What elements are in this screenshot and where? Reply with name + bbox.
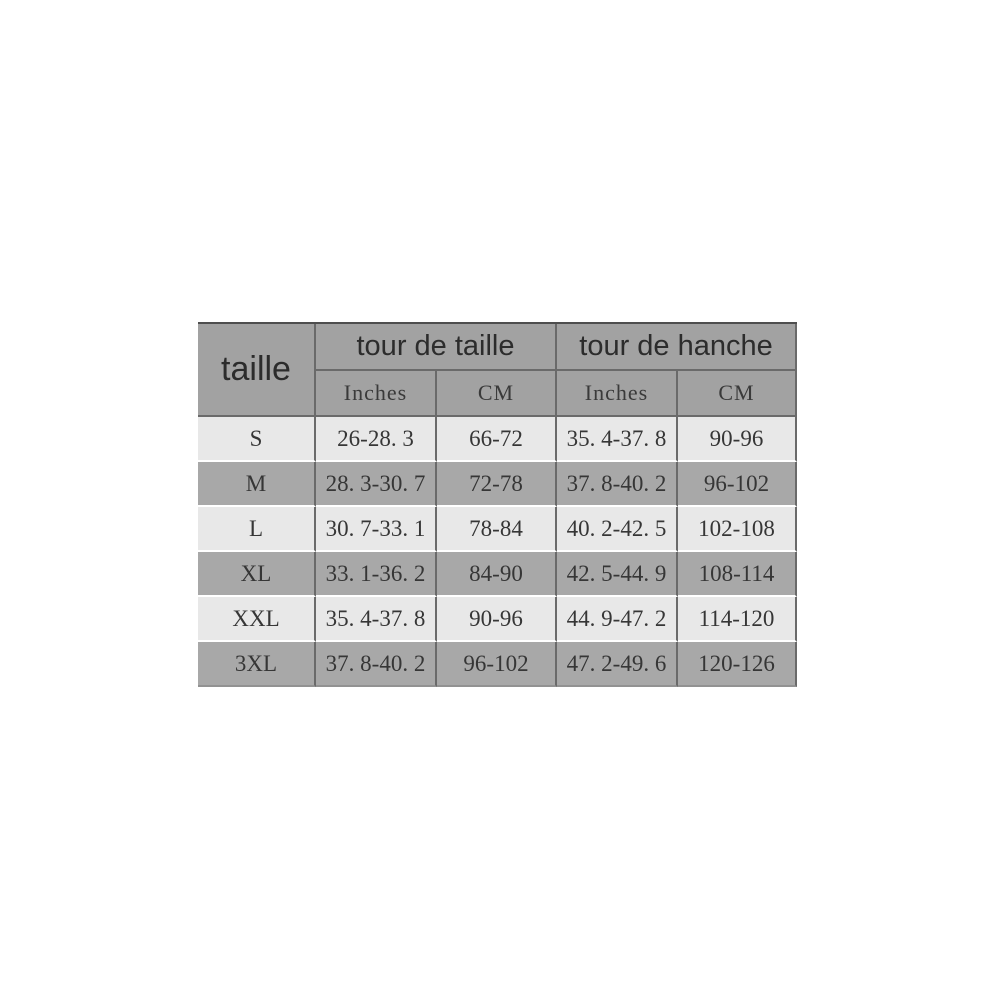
size-chart-table: taille tour de taille tour de hanche Inc… (198, 322, 798, 687)
waist-inches-value: 37. 8-40. 2 (316, 642, 437, 687)
hip-cm-value: 96-102 (678, 462, 798, 507)
table-row-3xl: 3XL 37. 8-40. 2 96-102 47. 2-49. 6 120-1… (198, 642, 798, 687)
size-label: 3XL (198, 642, 316, 687)
size-label: L (198, 507, 316, 552)
table-row-m: M 28. 3-30. 7 72-78 37. 8-40. 2 96-102 (198, 462, 798, 507)
hip-cm-value: 102-108 (678, 507, 798, 552)
size-label: XXL (198, 597, 316, 642)
header-cell-tour-de-taille: tour de taille (316, 324, 557, 371)
waist-cm-value: 72-78 (437, 462, 557, 507)
hip-inches-value: 44. 9-47. 2 (557, 597, 678, 642)
header-row-groups: taille tour de taille tour de hanche (198, 324, 798, 417)
table-row-xxl: XXL 35. 4-37. 8 90-96 44. 9-47. 2 114-12… (198, 597, 798, 642)
hip-cm-value: 90-96 (678, 417, 798, 462)
hip-cm-value: 120-126 (678, 642, 798, 687)
waist-inches-value: 28. 3-30. 7 (316, 462, 437, 507)
waist-cm-value: 66-72 (437, 417, 557, 462)
waist-cm-value: 96-102 (437, 642, 557, 687)
hip-inches-value: 37. 8-40. 2 (557, 462, 678, 507)
size-label: S (198, 417, 316, 462)
table-row-l: L 30. 7-33. 1 78-84 40. 2-42. 5 102-108 (198, 507, 798, 552)
hip-cm-value: 114-120 (678, 597, 798, 642)
subheader-hip-inches: Inches (557, 371, 678, 417)
header-cell-taille: taille (198, 324, 316, 417)
waist-inches-value: 33. 1-36. 2 (316, 552, 437, 597)
hip-cm-value: 108-114 (678, 552, 798, 597)
waist-inches-value: 30. 7-33. 1 (316, 507, 437, 552)
header-cell-tour-de-hanche: tour de hanche (557, 324, 798, 371)
waist-inches-value: 26-28. 3 (316, 417, 437, 462)
hip-inches-value: 47. 2-49. 6 (557, 642, 678, 687)
size-label: M (198, 462, 316, 507)
waist-cm-value: 84-90 (437, 552, 557, 597)
waist-cm-value: 90-96 (437, 597, 557, 642)
size-label: XL (198, 552, 316, 597)
subheader-waist-inches: Inches (316, 371, 437, 417)
table-row-s: S 26-28. 3 66-72 35. 4-37. 8 90-96 (198, 417, 798, 462)
subheader-hip-cm: CM (678, 371, 798, 417)
hip-inches-value: 40. 2-42. 5 (557, 507, 678, 552)
hip-inches-value: 35. 4-37. 8 (557, 417, 678, 462)
table-row-xl: XL 33. 1-36. 2 84-90 42. 5-44. 9 108-114 (198, 552, 798, 597)
subheader-waist-cm: CM (437, 371, 557, 417)
waist-inches-value: 35. 4-37. 8 (316, 597, 437, 642)
waist-cm-value: 78-84 (437, 507, 557, 552)
header-row-units: Inches CM Inches CM (198, 371, 798, 417)
hip-inches-value: 42. 5-44. 9 (557, 552, 678, 597)
